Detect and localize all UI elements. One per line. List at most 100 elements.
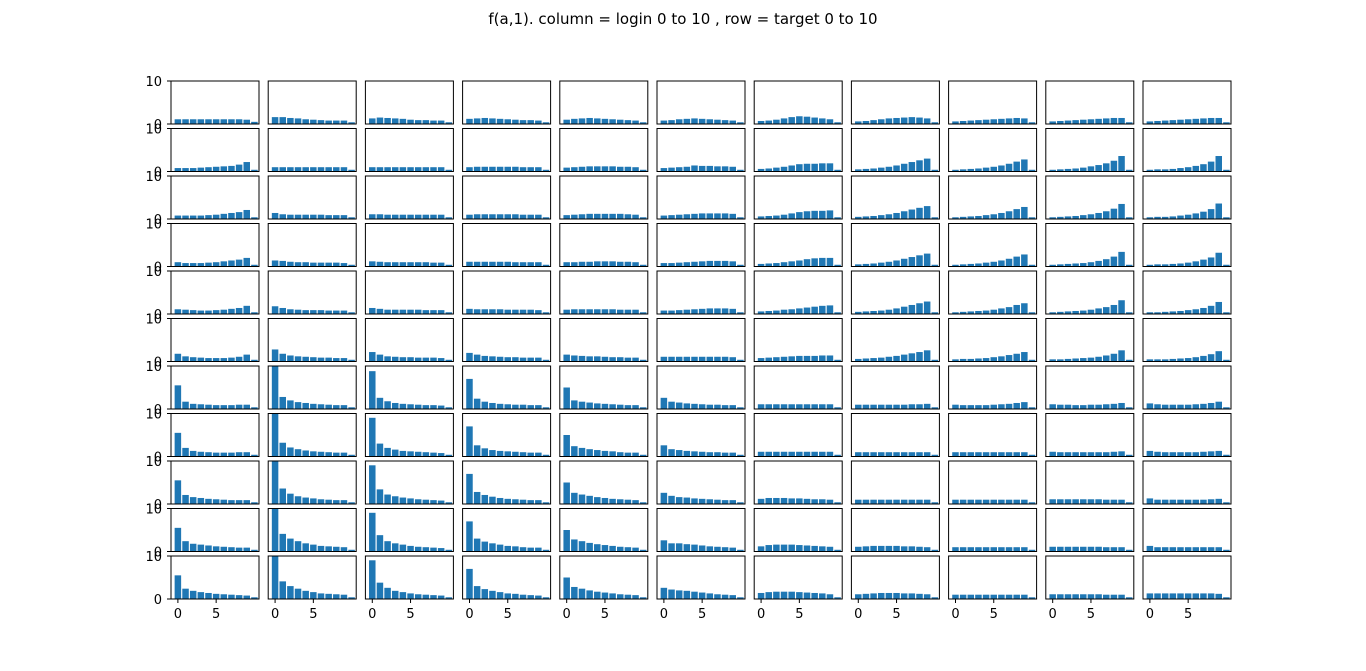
bar [601,309,609,314]
bar [437,310,445,314]
bar [811,258,818,267]
bar [617,499,624,504]
bar [437,214,445,219]
bar [512,309,519,314]
bar [287,117,294,124]
bar [586,542,593,552]
bar [826,404,834,409]
bar [923,547,931,552]
bar [923,452,931,457]
bar [310,592,317,599]
bar [1087,214,1095,219]
bar [473,586,481,599]
bar [1215,117,1222,124]
bar [1072,546,1079,552]
bar [737,217,744,219]
bar [1103,307,1110,314]
bar [811,306,818,314]
bar [819,499,826,504]
bar [893,260,900,267]
bar [1184,358,1192,362]
bar [706,213,714,219]
subplot-frame [948,555,1038,600]
bar [923,118,931,124]
bar [1223,407,1230,409]
bar [668,310,675,314]
subplot-frame [462,508,552,552]
bar [862,120,870,124]
bar [601,545,609,552]
bar [445,597,453,599]
bar [287,355,294,362]
bar [811,545,818,552]
bar [1013,547,1020,552]
bar [197,263,205,267]
bar [1118,156,1125,172]
bar [251,549,258,552]
bar [325,499,332,504]
bar [796,545,803,552]
bar [578,494,586,504]
y-tick-label: 10 [145,218,162,233]
subplot-r0-c3 [462,80,552,125]
bar [923,403,931,409]
bar [1049,451,1056,457]
bar [473,214,481,219]
subplot-frame [1142,223,1232,267]
bar [519,404,527,409]
bar [916,593,923,599]
bar [1103,163,1110,172]
bar [197,544,205,552]
bar [788,309,795,314]
bar [325,215,332,219]
bar [780,404,788,409]
bar [773,544,780,552]
bar [182,356,189,362]
bar [908,593,916,599]
bar [668,120,675,124]
bar [399,592,407,599]
bar [586,309,593,314]
bar [391,402,399,409]
bar [609,166,616,172]
bar [683,450,691,457]
subplot-r3-c9 [1045,223,1135,267]
subplot-r1-c2 [364,128,454,172]
bar [251,217,258,219]
bar [1005,452,1013,457]
bar [422,405,430,409]
subplot-r3-c7 [850,223,940,267]
bar [900,499,908,504]
bar [1125,502,1133,504]
bar [916,303,923,314]
bar [811,163,818,172]
bar [1223,217,1230,219]
subplot-r7-c7 [850,413,940,457]
bar [757,358,765,362]
bar [1161,120,1169,124]
bar [773,215,780,219]
bar [632,452,639,457]
bar [489,590,496,599]
bar [489,309,496,314]
bar [952,312,959,314]
subplot-r4-c6 [753,270,843,315]
bar [1103,211,1110,219]
bar [333,310,340,314]
subplot-frame [753,555,843,600]
bar [982,452,990,457]
subplot-r8-c4 [559,460,649,505]
bar [466,378,473,409]
bar [1161,264,1169,267]
bar [967,120,975,124]
bar [826,119,834,124]
bar [660,540,668,552]
bar [855,452,862,457]
bar [617,166,624,172]
bar [1146,450,1154,457]
bar [399,167,407,172]
bar [1192,357,1200,362]
bar [967,168,975,172]
bar [302,497,309,504]
